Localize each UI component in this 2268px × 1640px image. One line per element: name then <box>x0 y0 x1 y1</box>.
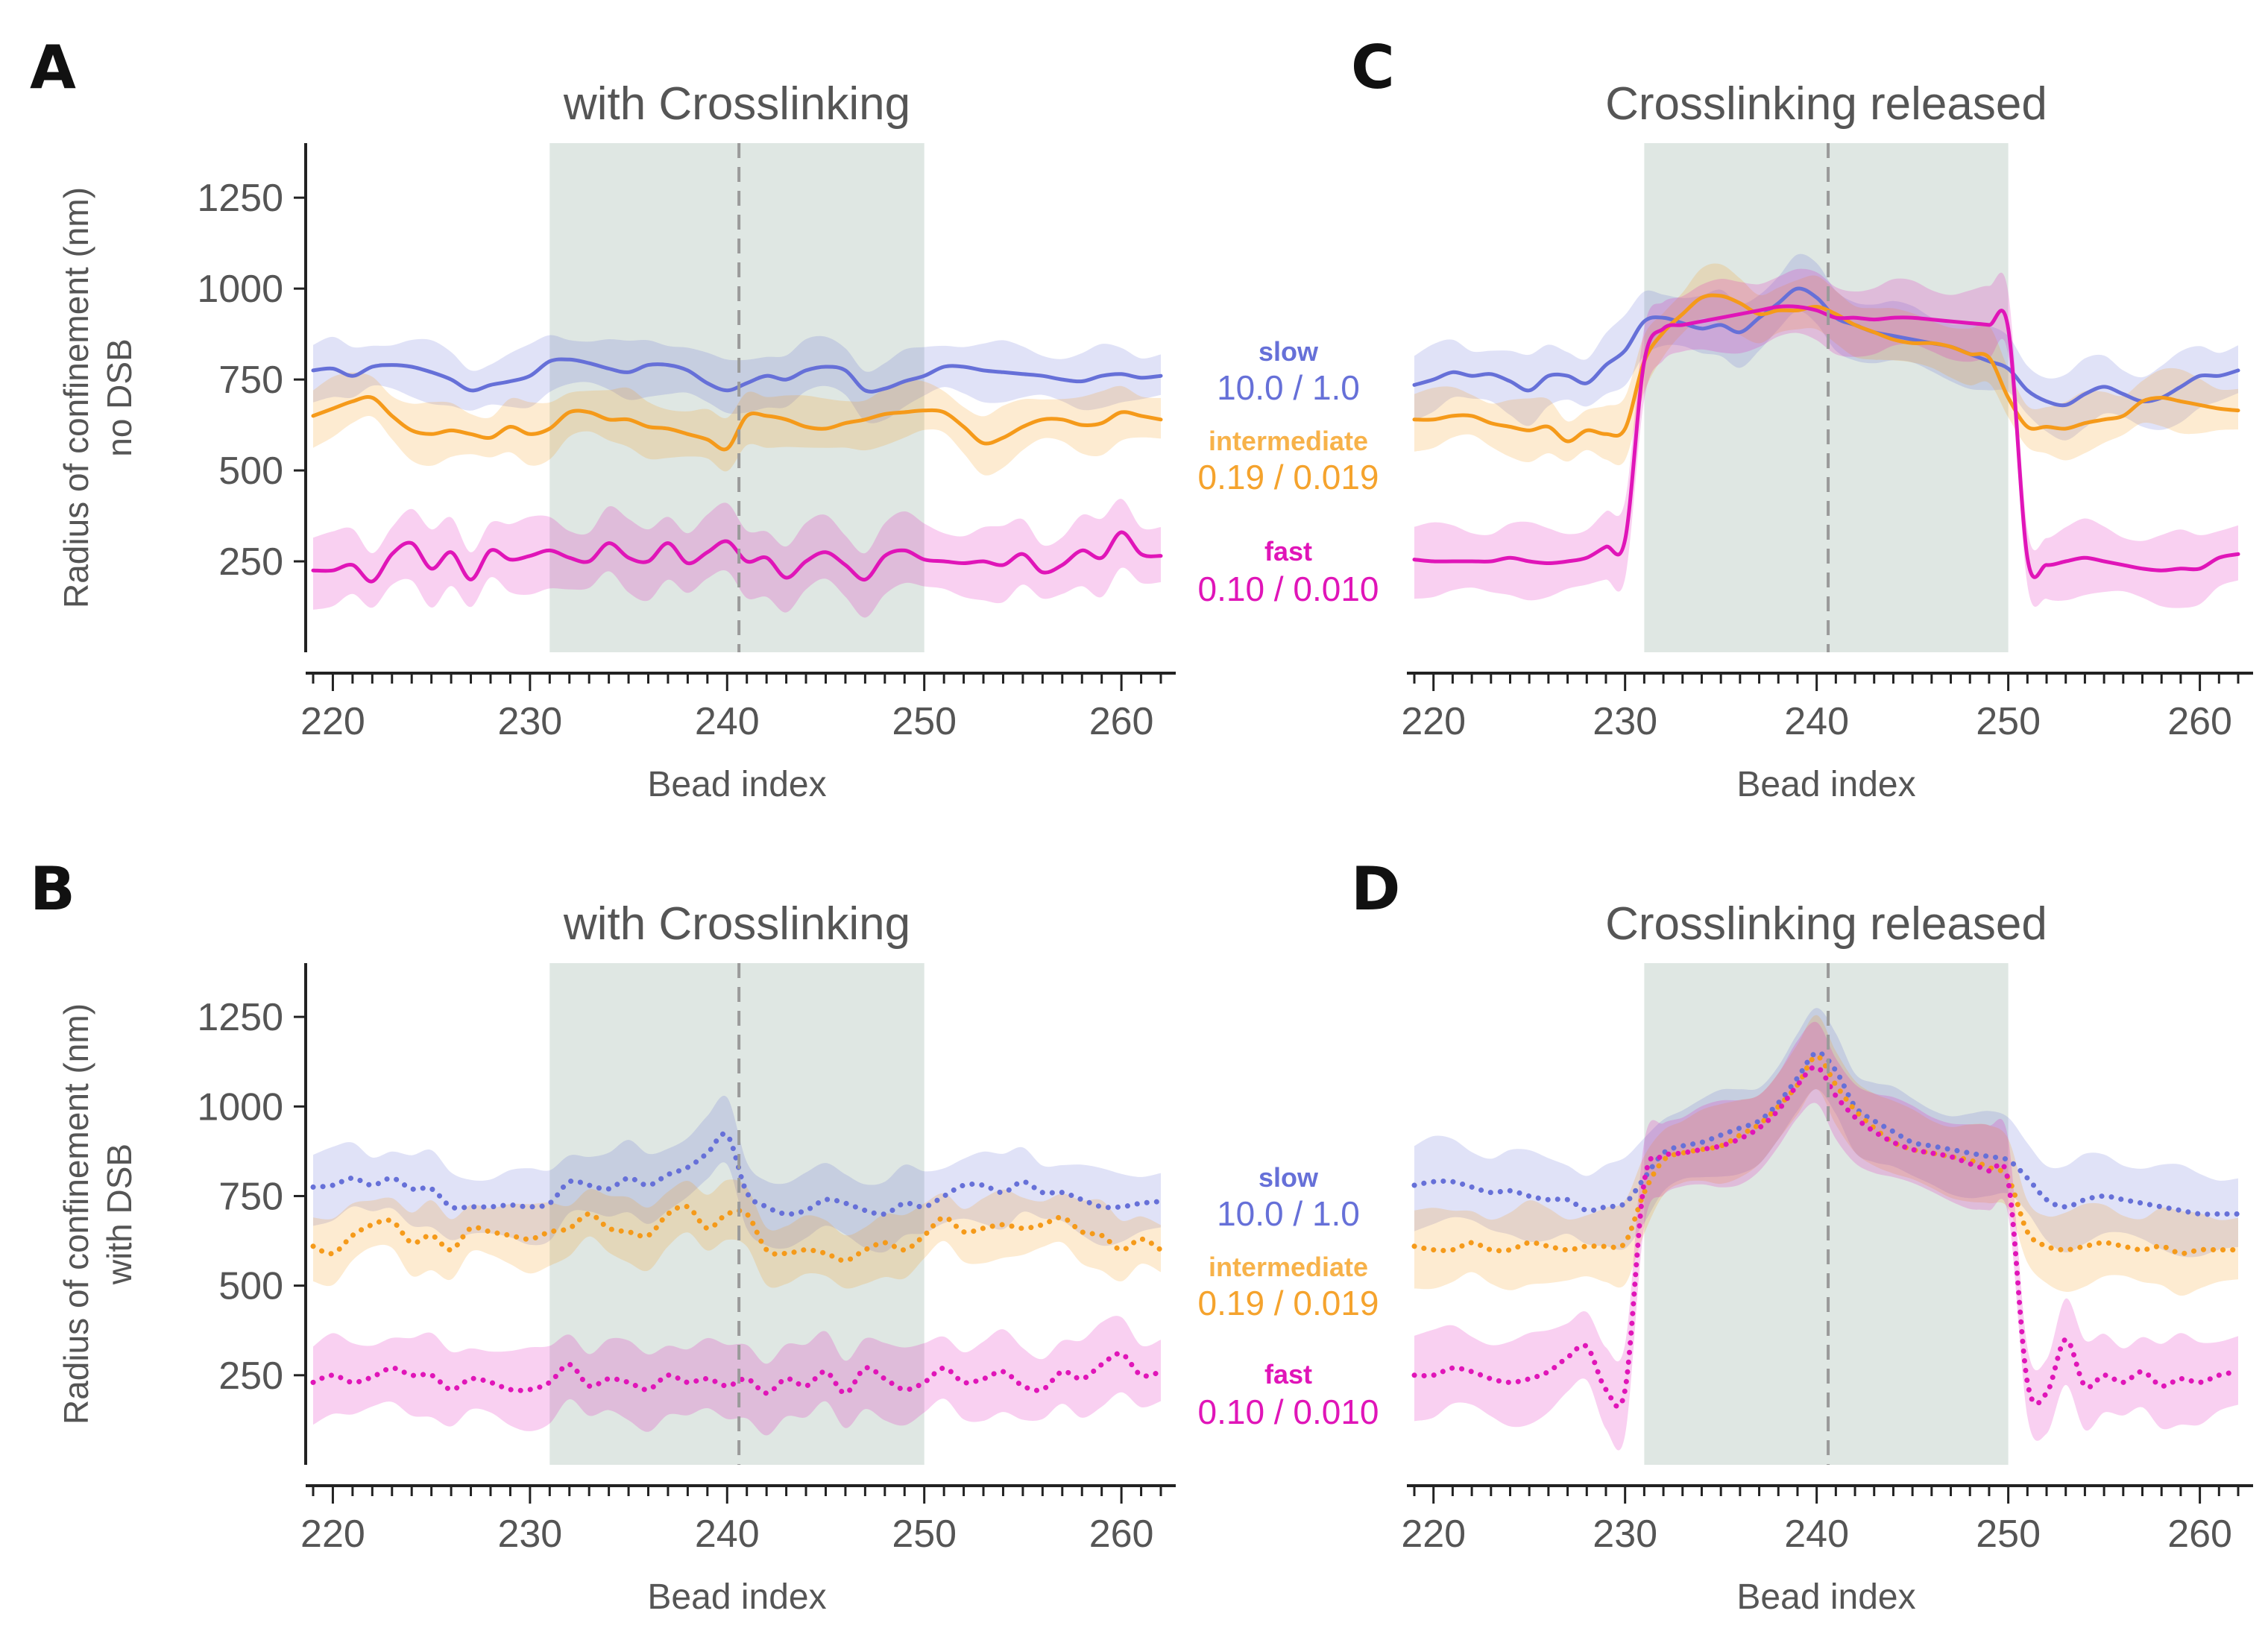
panel-a-intermediate-line <box>311 395 1163 452</box>
panel-d-fast-band <box>1414 1021 2238 1451</box>
panel-c-x-label: Bead index <box>1736 765 1915 804</box>
panel-a-y-tick-750: 750 <box>218 359 283 402</box>
panel-a-y-tick-1000: 1000 <box>197 268 283 311</box>
panel-b-fast-band <box>313 1316 1161 1436</box>
panel-a-y-label-line-1: Radius of confinement (nm) <box>57 187 95 608</box>
panel-b: 220 230 240 250 260 250 500 750 1000 1250 with Cro… <box>57 898 1176 1617</box>
legend-bottom-intermediate-label: intermediate <box>1209 1252 1368 1282</box>
panel-b-x-label: Bead index <box>647 1577 826 1617</box>
panel-a-x-tick-260: 260 <box>1089 700 1154 743</box>
panel-b-intermediate-line <box>310 1203 1164 1264</box>
panel-c-x-tick-230: 230 <box>1593 700 1657 743</box>
panel-a-y-tick-1250: 1250 <box>197 177 283 220</box>
panel-a-x-tick-220: 220 <box>300 700 365 743</box>
panel-a-x-tick-240: 240 <box>695 700 760 743</box>
panel-b-y-tick-750: 750 <box>218 1175 283 1218</box>
panel-d-highlight-region <box>1644 963 2009 1465</box>
panel-c-x-tick-260: 260 <box>2167 700 2232 743</box>
panel-c-x-tick-240: 240 <box>1784 700 1849 743</box>
panel-d-x-tick-260: 260 <box>2167 1513 2232 1556</box>
panel-label-a: A <box>30 33 76 102</box>
panel-a-title: with Crosslinking <box>563 78 910 130</box>
panel-a-y-tick-500: 500 <box>218 450 283 493</box>
panel-b-title: with Crosslinking <box>563 898 910 950</box>
legend-bottom-slow-value: 10.0 / 1.0 <box>1217 1194 1360 1233</box>
legend-bottom: slow 10.0 / 1.0 intermediate 0.19 / 0.01… <box>1198 1162 1379 1431</box>
legend-top-slow-value: 10.0 / 1.0 <box>1217 368 1360 407</box>
panel-c-fast-band <box>1414 268 2238 608</box>
legend-bottom-fast-value: 0.10 / 0.010 <box>1198 1393 1379 1431</box>
panel-c-intermediate-band <box>1414 263 2238 466</box>
panel-d-x-label: Bead index <box>1736 1577 1915 1617</box>
panel-b-slow-band <box>313 1095 1161 1253</box>
legend-top: slow 10.0 / 1.0 intermediate 0.19 / 0.01… <box>1198 336 1379 608</box>
panel-a-x-tick-250: 250 <box>892 700 957 743</box>
panel-d-x-tick-240: 240 <box>1784 1513 1849 1556</box>
panel-c: 220 230 240 250 260 Crosslinking released Bead… <box>1401 78 2253 804</box>
panel-b-highlight-region <box>549 963 924 1465</box>
panel-d-x-tick-230: 230 <box>1593 1513 1657 1556</box>
panel-label-c: C <box>1351 33 1395 102</box>
panel-c-x-tick-250: 250 <box>1976 700 2041 743</box>
panel-a-intermediate-band <box>313 372 1161 476</box>
panel-b-y-tick-500: 500 <box>218 1265 283 1308</box>
legend-bottom-intermediate-value: 0.19 / 0.019 <box>1198 1284 1379 1322</box>
legend-top-intermediate-value: 0.19 / 0.019 <box>1198 458 1379 496</box>
panel-b-y-tick-1250: 1250 <box>197 996 283 1039</box>
panel-a-fast-band <box>313 499 1161 618</box>
panel-d-intermediate-band <box>1414 1015 2238 1296</box>
panel-a-x-label: Bead index <box>647 765 826 804</box>
panel-label-d: D <box>1351 854 1400 924</box>
panel-c-x-tick-220: 220 <box>1401 700 1466 743</box>
panel-label-b: B <box>30 854 75 924</box>
panel-c-intermediate-line <box>1412 293 2240 444</box>
panel-d-fast-line <box>1411 1064 2241 1410</box>
panel-a-highlight-region <box>549 143 924 652</box>
panel-a-fast-line <box>311 530 1163 584</box>
panel-b-slow-line <box>310 1131 1164 1217</box>
legend-bottom-fast-label: fast <box>1264 1359 1312 1390</box>
panel-d-slow-line <box>1411 1050 2241 1217</box>
panel-a-slow-band <box>313 335 1161 423</box>
panel-d: 220 230 240 250 260 Crosslinking released Bead… <box>1401 898 2253 1617</box>
panel-a-y-tick-250: 250 <box>218 540 283 584</box>
panel-a-x-tick-230: 230 <box>497 700 562 743</box>
panel-b-y-label-line-2: with DSB <box>100 1144 139 1285</box>
panel-d-intermediate-line <box>1411 1053 2241 1256</box>
panel-b-x-tick-250: 250 <box>892 1513 957 1556</box>
legend-bottom-slow-label: slow <box>1259 1162 1319 1193</box>
panel-b-y-label-line-1: Radius of confinement (nm) <box>57 1003 95 1425</box>
panel-b-x-tick-230: 230 <box>497 1513 562 1556</box>
panel-a: 220 230 240 250 260 250 500 750 1000 1250 with Cro… <box>57 78 1176 804</box>
legend-top-fast-value: 0.10 / 0.010 <box>1198 570 1379 608</box>
panel-b-x-tick-220: 220 <box>300 1513 365 1556</box>
panel-b-x-tick-240: 240 <box>695 1513 760 1556</box>
legend-top-intermediate-label: intermediate <box>1209 426 1368 456</box>
panel-d-title: Crosslinking released <box>1605 898 2047 950</box>
panel-a-y-label-line-2: no DSB <box>100 338 139 457</box>
panel-b-y-tick-1000: 1000 <box>197 1085 283 1129</box>
legend-top-slow-label: slow <box>1259 336 1319 367</box>
panel-c-title: Crosslinking released <box>1605 78 2047 130</box>
legend-top-fast-label: fast <box>1264 536 1312 567</box>
panel-d-slow-band <box>1414 1008 2238 1258</box>
panel-b-x-tick-260: 260 <box>1089 1513 1154 1556</box>
panel-d-x-tick-250: 250 <box>1976 1513 2041 1556</box>
panel-b-y-tick-250: 250 <box>218 1354 283 1398</box>
panel-b-fast-line <box>310 1351 1164 1396</box>
panel-c-fast-line <box>1412 304 2240 579</box>
panel-d-x-tick-220: 220 <box>1401 1513 1466 1556</box>
panel-c-highlight-region <box>1644 143 2009 652</box>
panel-a-slow-line <box>311 357 1163 394</box>
